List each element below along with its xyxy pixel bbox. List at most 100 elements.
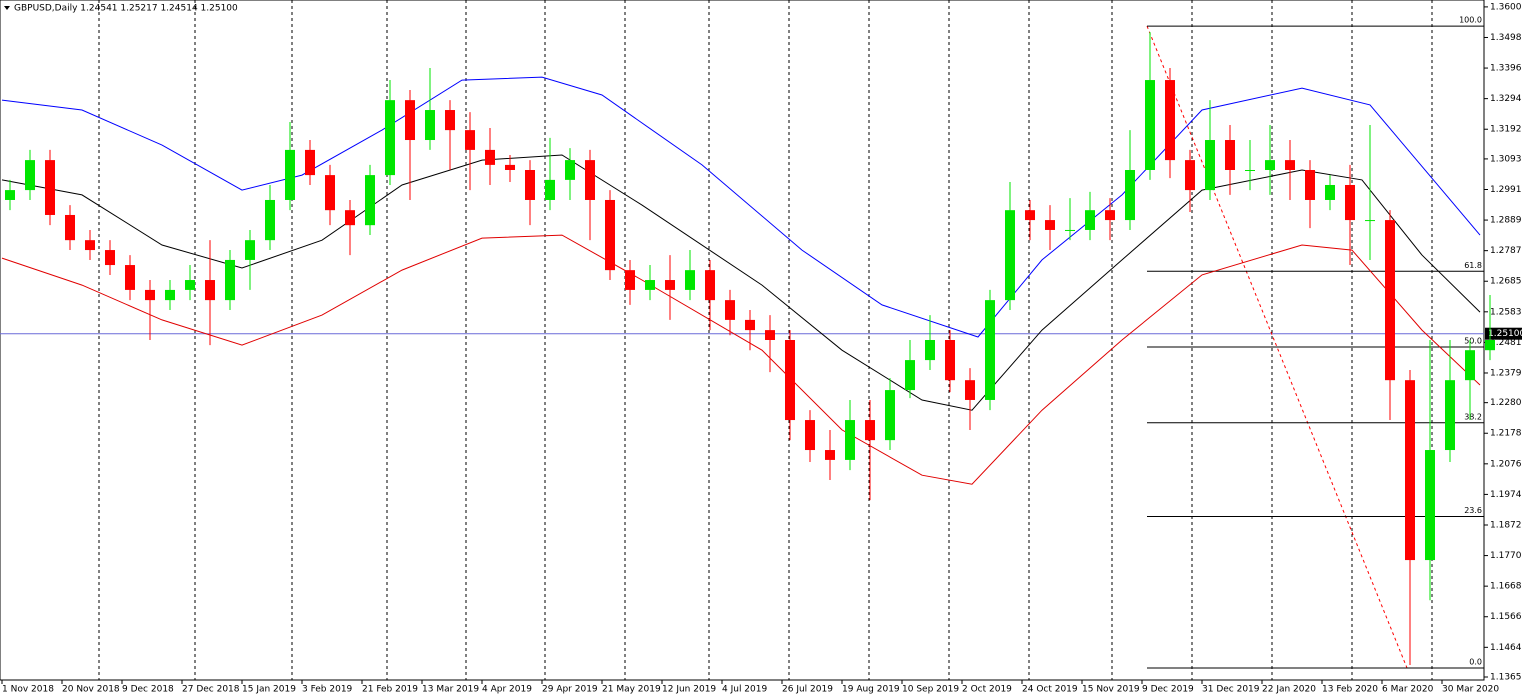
y-tick-label: 1.28890 — [1490, 216, 1522, 226]
candle-body — [45, 160, 55, 215]
candle-body — [985, 300, 995, 400]
x-tick-label: 13 Mar 2019 — [422, 685, 479, 695]
x-tick-label: 13 Feb 2020 — [1322, 685, 1378, 695]
candle-body — [405, 100, 415, 141]
x-tick-label: 2 Oct 2019 — [962, 685, 1012, 695]
candle-body — [525, 170, 535, 200]
candle-body — [485, 149, 495, 165]
candle-body — [1405, 380, 1415, 561]
x-tick-label: 21 May 2019 — [602, 685, 661, 695]
x-tick-label: 20 Nov 2018 — [62, 685, 120, 695]
candle-body — [1305, 170, 1315, 200]
y-tick-label: 1.29910 — [1490, 185, 1522, 195]
x-tick-label: 4 Jul 2019 — [722, 685, 767, 695]
candle-body — [1045, 220, 1055, 230]
candle-body — [185, 280, 195, 290]
y-tick-label: 1.24810 — [1490, 338, 1522, 348]
candle-body — [205, 280, 215, 301]
y-tick-label: 1.23790 — [1490, 368, 1522, 378]
candle-body — [945, 340, 955, 381]
candle-body — [1005, 210, 1015, 301]
y-tick-label: 1.20760 — [1490, 459, 1522, 469]
candle-body — [1085, 210, 1095, 230]
candle-body — [1285, 160, 1295, 170]
y-tick-label: 1.34980 — [1490, 33, 1522, 43]
candle-body — [765, 330, 775, 340]
candle-body — [1145, 80, 1155, 170]
candle-body — [645, 280, 655, 290]
candle-body — [885, 390, 895, 441]
y-tick-label: 1.31920 — [1490, 125, 1522, 135]
candle-body — [145, 289, 155, 301]
candle-body — [685, 270, 695, 290]
candle-body — [925, 340, 935, 361]
x-tick-label: 22 Jan 2020 — [1262, 685, 1316, 695]
x-tick-label: 26 Jul 2019 — [782, 685, 833, 695]
fib-label: 0.0 — [1469, 658, 1482, 667]
fib-label: 38.2 — [1464, 412, 1482, 421]
candle-body — [85, 240, 95, 251]
candle-body — [385, 100, 395, 176]
candle-body — [325, 175, 335, 211]
candle-body — [625, 270, 635, 290]
y-tick-label: 1.32940 — [1490, 94, 1522, 104]
y-tick-label: 1.21780 — [1490, 429, 1522, 439]
y-tick-label: 1.30930 — [1490, 154, 1522, 164]
indicator-line — [1, 234, 1481, 485]
candle-body — [745, 319, 755, 331]
fib-label: 50.0 — [1464, 337, 1482, 346]
candle-body — [505, 164, 515, 170]
candle-body — [1465, 350, 1475, 381]
candle-body — [1365, 220, 1375, 222]
candle-body — [1025, 210, 1035, 221]
fib-label: 100.0 — [1459, 16, 1482, 25]
candle-body — [605, 199, 615, 271]
candle-body — [1245, 170, 1255, 171]
candle-body — [305, 149, 315, 176]
candle-body — [165, 289, 175, 301]
candle-body — [565, 160, 575, 180]
candle-body — [1185, 160, 1195, 191]
candle-body — [105, 250, 115, 266]
last-price-box — [1485, 327, 1522, 340]
x-tick-label: 9 Dec 2018 — [122, 685, 174, 695]
candle-body — [245, 240, 255, 260]
x-tick-label: 27 Dec 2018 — [182, 685, 240, 695]
candle-body — [225, 259, 235, 301]
x-tick-label: 3 Feb 2019 — [302, 685, 353, 695]
x-tick-label: 29 Apr 2019 — [542, 685, 598, 695]
fib-label: 61.8 — [1464, 261, 1482, 270]
candle-body — [425, 110, 435, 141]
candle-body — [905, 360, 915, 391]
candle-body — [545, 179, 555, 200]
candle-body — [725, 300, 735, 320]
y-tick-label: 1.13650 — [1490, 673, 1522, 683]
y-tick-label: 1.15660 — [1490, 612, 1522, 622]
x-tick-label: 4 Apr 2019 — [482, 685, 532, 695]
candle-body — [25, 160, 35, 191]
x-tick-label: 9 Dec 2019 — [1142, 685, 1194, 695]
candle-body — [265, 199, 275, 241]
y-tick-label: 1.18720 — [1490, 520, 1522, 530]
candle-body — [825, 450, 835, 460]
y-tick-label: 1.14640 — [1490, 643, 1522, 653]
candle-body — [1065, 229, 1075, 231]
candle-body — [1345, 184, 1355, 221]
candle-body — [1445, 380, 1455, 451]
last-price-label: 1.25100 — [1488, 329, 1522, 339]
candle-body — [705, 270, 715, 301]
candle-body — [1485, 340, 1495, 351]
candle-body — [805, 420, 815, 451]
candle-body — [465, 130, 475, 150]
x-tick-label: 21 Feb 2019 — [362, 685, 418, 695]
fib-trend — [1146, 25, 1408, 669]
y-tick-label: 1.27870 — [1490, 246, 1522, 256]
x-tick-label: 1 Nov 2018 — [2, 685, 54, 695]
x-tick-label: 19 Aug 2019 — [842, 685, 900, 695]
x-tick-label: 15 Jan 2019 — [242, 685, 296, 695]
y-tick-label: 1.22800 — [1490, 398, 1522, 408]
menu-arrow[interactable] — [4, 6, 10, 10]
candle-body — [1125, 170, 1135, 221]
y-tick-label: 1.25830 — [1490, 307, 1522, 317]
